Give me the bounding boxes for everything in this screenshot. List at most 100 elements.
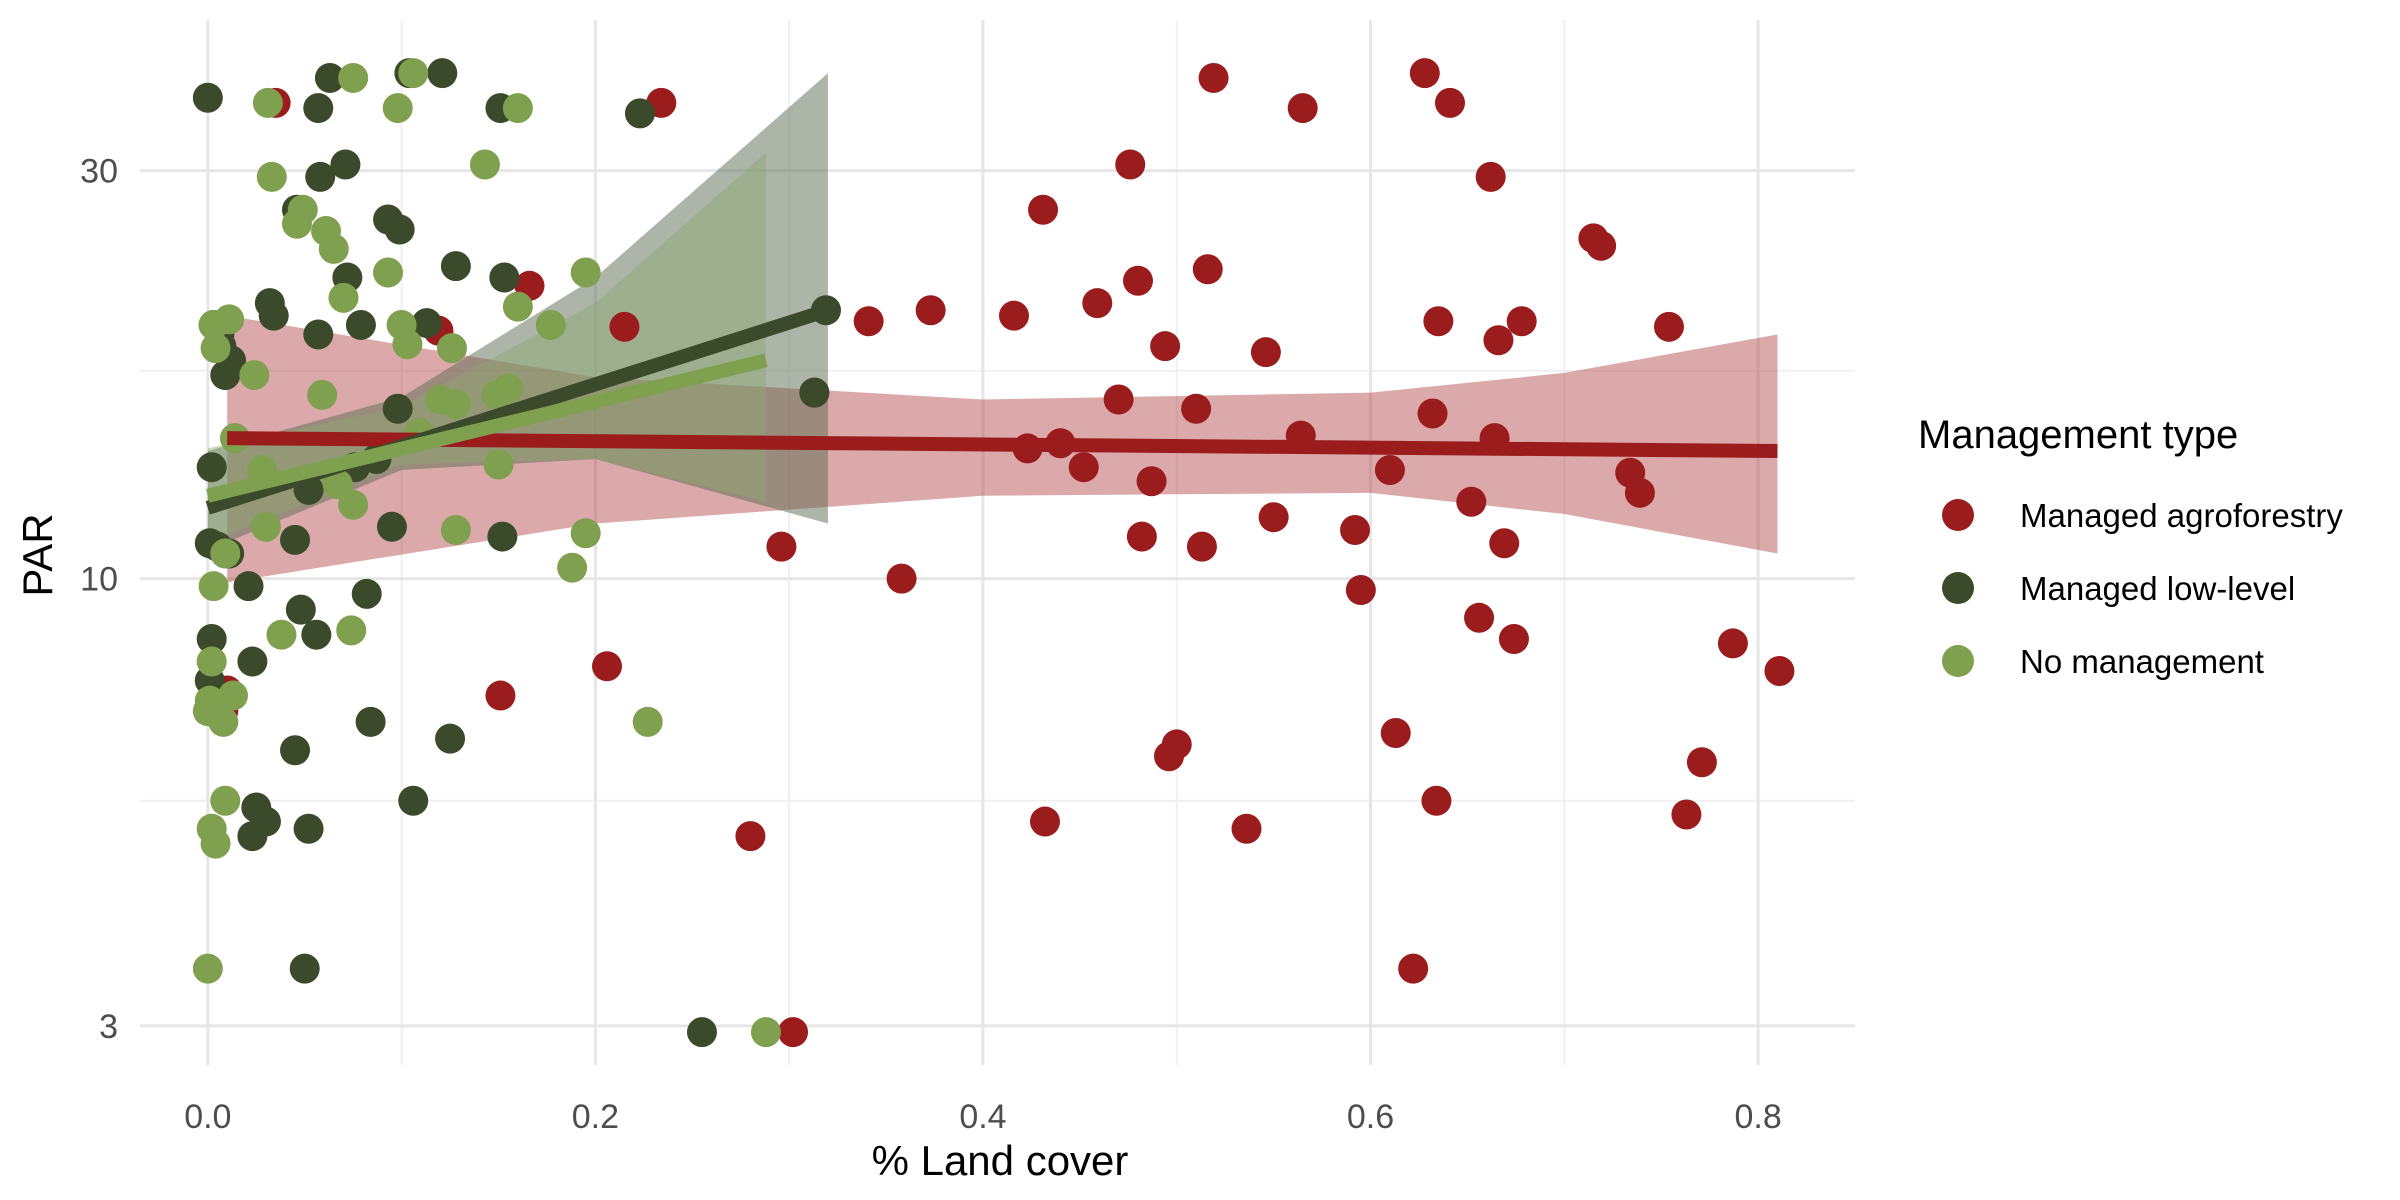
point-managed-agroforestry	[1345, 574, 1376, 605]
point-managed-agroforestry	[1764, 655, 1795, 686]
point-no-management	[436, 333, 467, 364]
point-managed-agroforestry	[1181, 393, 1212, 424]
point-managed-low-level	[487, 521, 518, 552]
point-managed-low-level	[330, 149, 361, 180]
point-no-management	[440, 514, 471, 545]
point-managed-low-level	[440, 251, 471, 282]
grid	[140, 20, 1855, 1065]
legend-key-no-management	[1942, 645, 1974, 677]
point-managed-agroforestry	[1340, 514, 1371, 545]
point-managed-low-level	[192, 82, 223, 113]
point-managed-agroforestry	[886, 563, 917, 594]
point-managed-low-level	[624, 98, 655, 129]
point-managed-low-level	[799, 377, 830, 408]
point-managed-agroforestry	[1374, 454, 1405, 485]
point-managed-agroforestry	[1068, 452, 1099, 483]
point-no-management	[502, 93, 533, 124]
point-managed-low-level	[303, 319, 334, 350]
point-no-management	[196, 646, 227, 677]
point-managed-agroforestry	[1498, 624, 1529, 655]
point-managed-agroforestry	[1483, 325, 1514, 356]
point-no-management	[382, 93, 413, 124]
point-managed-agroforestry	[609, 311, 640, 342]
point-managed-agroforestry	[1287, 93, 1318, 124]
legend-label-managed-low-level: Managed low-level	[2020, 570, 2295, 607]
point-no-management	[266, 619, 297, 650]
point-managed-low-level	[305, 161, 336, 192]
point-managed-agroforestry	[1586, 230, 1617, 261]
legend-key-managed-agroforestry	[1942, 499, 1974, 531]
point-managed-low-level	[289, 953, 320, 984]
point-managed-agroforestry	[1464, 602, 1495, 633]
point-managed-low-level	[293, 813, 324, 844]
point-no-management	[256, 161, 287, 192]
point-no-management	[318, 233, 349, 264]
point-managed-low-level	[280, 524, 311, 555]
point-no-management	[192, 953, 223, 984]
point-managed-low-level	[285, 594, 316, 625]
point-managed-agroforestry	[1258, 502, 1289, 533]
point-managed-agroforestry	[998, 300, 1029, 331]
point-managed-agroforestry	[1456, 486, 1487, 517]
point-managed-low-level	[376, 511, 407, 542]
point-no-management	[281, 208, 312, 239]
point-managed-agroforestry	[1198, 62, 1229, 93]
point-managed-agroforestry	[1161, 729, 1192, 760]
point-no-management	[307, 379, 338, 410]
point-managed-low-level	[196, 452, 227, 483]
point-managed-agroforestry	[1029, 806, 1060, 837]
legend-label-no-management: No management	[2020, 643, 2264, 680]
point-no-management	[198, 571, 229, 602]
point-managed-low-level	[382, 393, 413, 424]
point-managed-agroforestry	[1417, 398, 1448, 429]
point-managed-low-level	[351, 578, 382, 609]
point-managed-low-level	[398, 785, 429, 816]
point-managed-agroforestry	[1115, 149, 1146, 180]
point-no-management	[392, 329, 423, 360]
point-managed-low-level	[435, 723, 466, 754]
point-no-management	[214, 304, 245, 335]
point-managed-agroforestry	[1231, 813, 1262, 844]
point-no-management	[570, 518, 601, 549]
point-no-management	[208, 706, 239, 737]
point-no-management	[493, 373, 524, 404]
point-managed-agroforestry	[778, 1017, 809, 1048]
point-managed-agroforestry	[1671, 799, 1702, 830]
point-no-management	[250, 511, 281, 542]
point-managed-low-level	[427, 58, 458, 89]
point-no-management	[502, 291, 533, 322]
point-managed-low-level	[196, 624, 227, 655]
point-managed-low-level	[686, 1017, 717, 1048]
point-managed-agroforestry	[1717, 628, 1748, 659]
point-managed-agroforestry	[1398, 953, 1429, 984]
x-tick-label: 0.0	[184, 1098, 231, 1136]
legend: Management type Managed agroforestry Man…	[1918, 413, 2343, 680]
point-managed-agroforestry	[1686, 747, 1717, 778]
point-managed-agroforestry	[1506, 306, 1537, 337]
point-managed-low-level	[280, 735, 311, 766]
point-no-management	[328, 282, 359, 313]
data-points	[192, 58, 1795, 1048]
x-axis-title: % Land cover	[872, 1137, 1129, 1184]
point-managed-agroforestry	[1434, 87, 1465, 118]
point-managed-low-level	[237, 646, 268, 677]
point-managed-agroforestry	[592, 651, 623, 682]
point-no-management	[398, 58, 429, 89]
y-axis-title: PAR	[14, 513, 61, 596]
point-no-management	[632, 706, 663, 737]
point-no-management	[252, 87, 283, 118]
point-managed-agroforestry	[1122, 265, 1153, 296]
point-managed-agroforestry	[1150, 331, 1181, 362]
point-no-management	[570, 257, 601, 288]
trend-line-no-management	[206, 353, 768, 503]
point-managed-low-level	[237, 821, 268, 852]
point-managed-agroforestry	[1192, 254, 1223, 285]
point-managed-low-level	[345, 309, 376, 340]
point-no-management	[218, 680, 249, 711]
y-tick-label: 10	[80, 561, 118, 599]
point-managed-agroforestry	[735, 821, 766, 852]
point-no-management	[210, 785, 241, 816]
point-managed-agroforestry	[1103, 384, 1134, 415]
point-managed-low-level	[303, 93, 334, 124]
